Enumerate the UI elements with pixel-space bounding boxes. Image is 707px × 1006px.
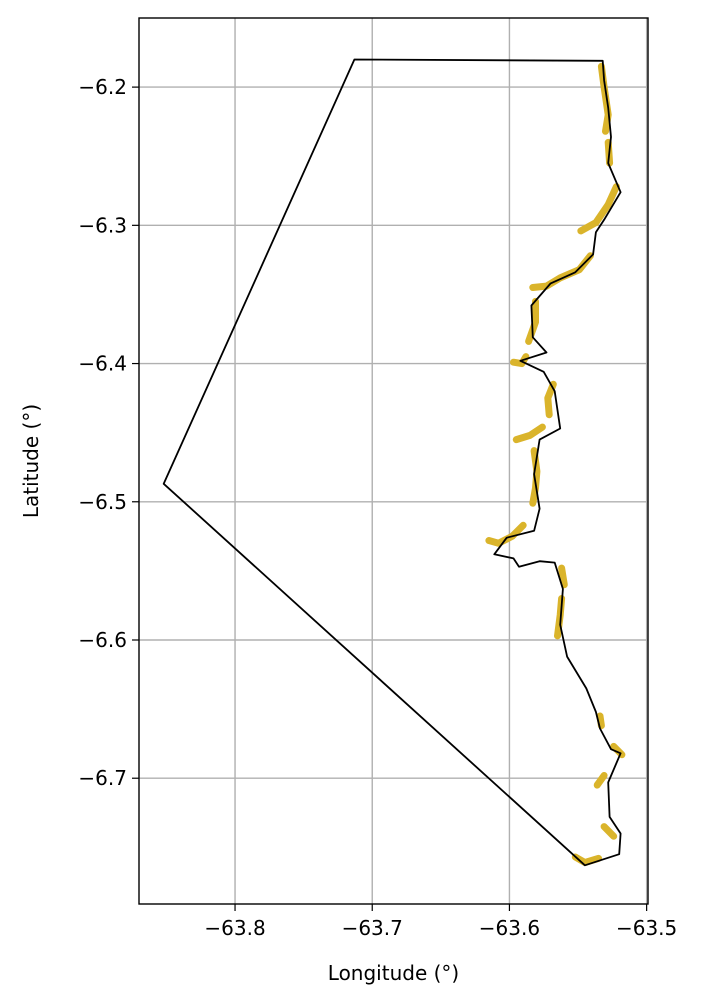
axis-ticks: −63.8 −63.7 −63.6 −63.5 −6.2 −6.3 −6.4 −6.5 −6.6… [78,75,677,940]
y-tick-label: −6.4 [78,352,127,376]
plot-frame [138,17,649,905]
highlight-segment [597,62,612,135]
y-axis-label: Latitude (°) [19,404,43,518]
map-data-layer [162,58,626,867]
boundary-polygon [162,58,622,867]
y-tick-label: −6.2 [78,75,127,99]
highlight-segment [525,297,539,345]
grid-lines [139,18,648,904]
x-tick-label: −63.8 [204,916,265,940]
highlight-segment [577,183,620,235]
highlight-segment [593,772,608,789]
y-tick-label: −6.3 [78,213,127,237]
highlight-segment [512,423,546,444]
x-tick-label: −63.5 [616,916,677,940]
x-tick-label: −63.7 [342,916,403,940]
highlight-segment [544,380,557,419]
x-tick-label: −63.6 [479,916,540,940]
highlight-segment [596,712,605,730]
y-tick-label: −6.7 [78,766,127,790]
x-axis-label: Longitude (°) [328,961,459,985]
highlight-segment [600,823,618,840]
y-tick-label: −6.5 [78,490,127,514]
highlight-segment [558,564,568,589]
y-tick-label: −6.6 [78,628,127,652]
